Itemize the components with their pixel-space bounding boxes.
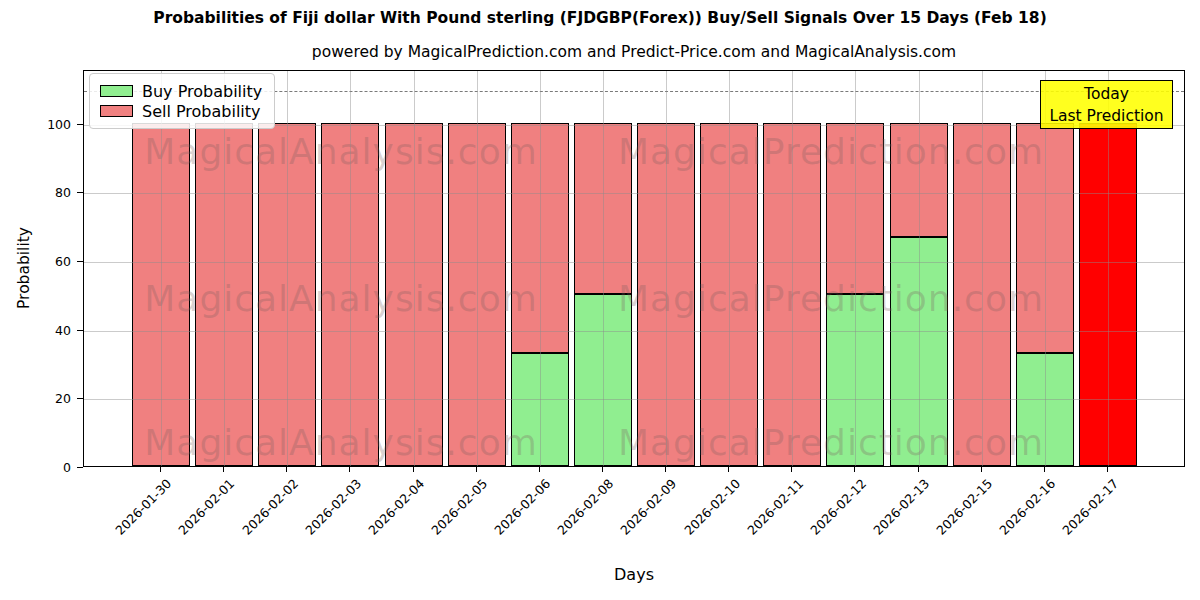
y-tick-mark <box>77 261 83 262</box>
legend-item-buy: Buy Probability <box>100 81 262 101</box>
x-gridline <box>982 71 983 466</box>
watermark-magicalprediction: MagicalPrediction.com <box>618 131 1044 172</box>
today-annotation-line1: Today <box>1084 83 1129 105</box>
x-gridline <box>855 71 856 466</box>
x-tick-label: 2026-02-17 <box>1038 476 1111 491</box>
y-tick-label: 0 <box>25 460 71 475</box>
legend-sell-label: Sell Probability <box>142 102 261 121</box>
x-gridline <box>414 71 415 466</box>
x-gridline <box>287 71 288 466</box>
chart-title: Probabilities of Fiji dollar With Pound … <box>0 9 1200 27</box>
x-tick-label: 2026-02-06 <box>470 476 543 491</box>
x-tick-label: 2026-02-09 <box>596 476 669 491</box>
x-gridline <box>161 71 162 466</box>
x-tick-label: 2026-02-15 <box>912 476 985 491</box>
chart-figure: Probabilities of Fiji dollar With Pound … <box>0 0 1200 600</box>
x-tick-label: 2026-02-03 <box>281 476 354 491</box>
y-tick-mark <box>77 124 83 125</box>
x-tick-label: 2026-02-10 <box>660 476 733 491</box>
x-tick-mark <box>223 467 224 472</box>
x-tick-label: 2026-02-13 <box>849 476 922 491</box>
y-gridline <box>84 331 1184 332</box>
x-tick-mark <box>539 467 540 472</box>
y-tick-mark <box>77 398 83 399</box>
today-annotation-box: Today Last Prediction <box>1040 80 1173 129</box>
x-tick-label: 2026-02-02 <box>218 476 291 491</box>
x-tick-mark <box>349 467 350 472</box>
x-tick-mark <box>665 467 666 472</box>
x-tick-label: 2026-02-08 <box>533 476 606 491</box>
x-tick-mark <box>476 467 477 472</box>
x-gridline <box>1045 71 1046 466</box>
x-gridline <box>350 71 351 466</box>
legend-item-sell: Sell Probability <box>100 101 262 121</box>
x-tick-mark <box>854 467 855 472</box>
x-tick-mark <box>791 467 792 472</box>
x-tick-label: 2026-02-16 <box>975 476 1048 491</box>
y-tick-mark <box>77 467 83 468</box>
x-tick-mark <box>602 467 603 472</box>
today-annotation-line2: Last Prediction <box>1049 105 1163 127</box>
legend: Buy Probability Sell Probability <box>89 73 275 129</box>
x-tick-label: 2026-02-11 <box>723 476 796 491</box>
legend-buy-label: Buy Probability <box>142 82 262 101</box>
buy-probability-swatch <box>100 85 133 97</box>
x-gridline <box>540 71 541 466</box>
x-tick-label: 2026-01-30 <box>91 476 164 491</box>
x-tick-mark <box>981 467 982 472</box>
x-gridline <box>666 71 667 466</box>
y-tick-mark <box>77 330 83 331</box>
x-axis-label: Days <box>614 565 654 584</box>
x-tick-label: 2026-02-01 <box>154 476 227 491</box>
x-gridline <box>792 71 793 466</box>
y-tick-label: 80 <box>25 185 71 200</box>
x-tick-mark <box>413 467 414 472</box>
x-tick-mark <box>918 467 919 472</box>
x-gridline <box>477 71 478 466</box>
x-tick-mark <box>1044 467 1045 472</box>
x-tick-mark <box>1107 467 1108 472</box>
x-tick-label-text: 2026-02-17 <box>1060 476 1122 538</box>
x-tick-mark <box>728 467 729 472</box>
y-tick-label: 20 <box>25 391 71 406</box>
y-axis-label: Probability <box>15 227 33 309</box>
x-gridline <box>729 71 730 466</box>
watermark-magicalprediction: MagicalPrediction.com <box>618 278 1044 319</box>
chart-subtitle: powered by MagicalPrediction.com and Pre… <box>312 43 956 61</box>
x-gridline <box>224 71 225 466</box>
y-gridline <box>84 262 1184 263</box>
y-tick-mark <box>77 192 83 193</box>
watermark-magicalanalysis: MagicalAnalysis.com <box>144 278 537 319</box>
watermark-magicalanalysis: MagicalAnalysis.com <box>144 131 537 172</box>
y-tick-label: 40 <box>25 322 71 337</box>
watermark-magicalprediction: MagicalPrediction.com <box>618 422 1044 463</box>
y-tick-label: 100 <box>25 116 71 131</box>
x-tick-label: 2026-02-12 <box>786 476 859 491</box>
y-gridline <box>84 193 1184 194</box>
x-gridline <box>603 71 604 466</box>
x-tick-label: 2026-02-04 <box>344 476 417 491</box>
x-gridline <box>1108 71 1109 466</box>
plot-area: MagicalAnalysis.com MagicalPrediction.com… <box>83 70 1185 467</box>
x-tick-label: 2026-02-05 <box>407 476 480 491</box>
x-gridline <box>919 71 920 466</box>
x-tick-mark <box>286 467 287 472</box>
y-gridline <box>84 399 1184 400</box>
watermark-magicalanalysis: MagicalAnalysis.com <box>144 422 537 463</box>
sell-probability-swatch <box>100 105 133 117</box>
x-tick-mark <box>160 467 161 472</box>
